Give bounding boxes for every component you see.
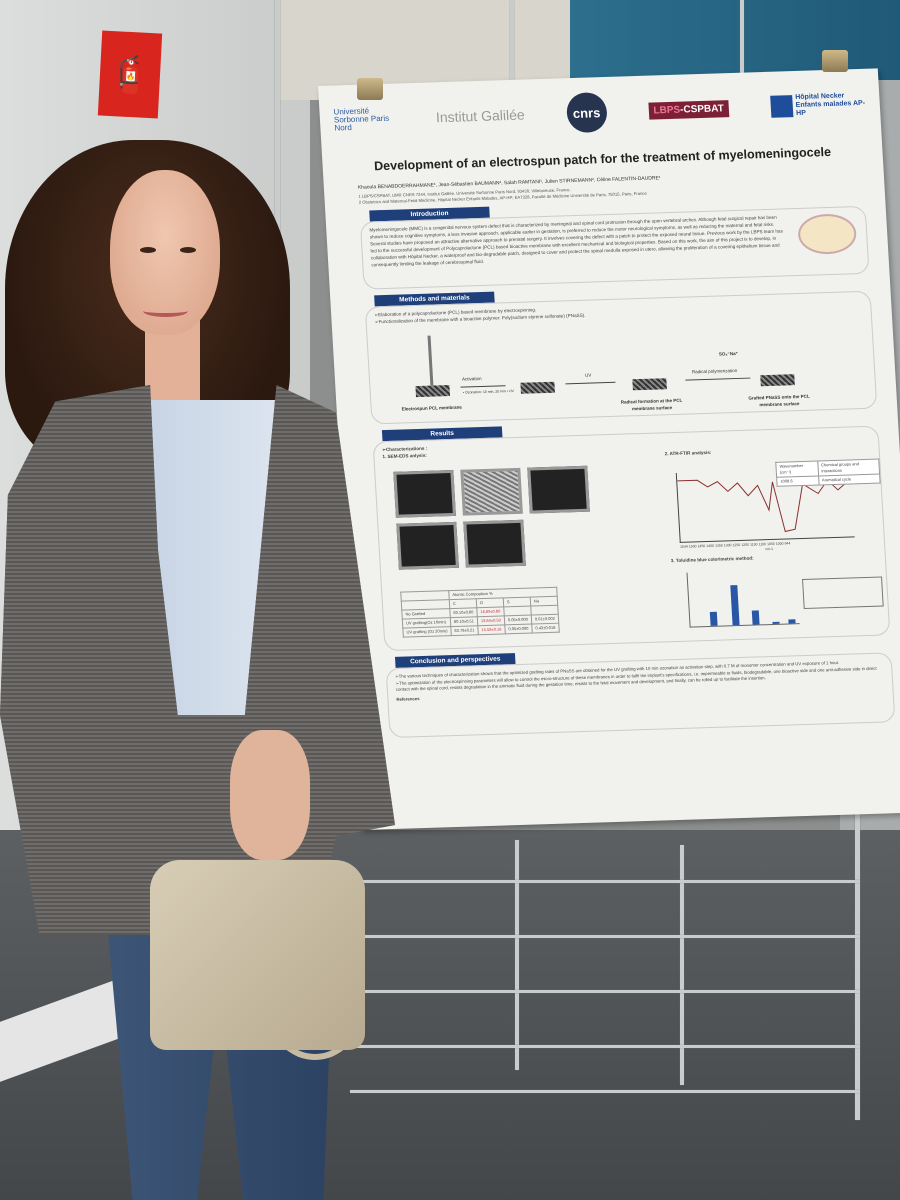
sem-image: [463, 520, 526, 568]
hands: [230, 730, 310, 860]
electrospinning-needle: [427, 335, 434, 386]
logo-galilee: Institut Galilée: [435, 106, 526, 126]
arrow: [460, 385, 506, 388]
membrane-illustration: [632, 378, 667, 391]
result-label: 3. Toluidine blue colorimetric method:: [670, 555, 754, 564]
step-caption: Grafted PNaSS onto the PCL membrane surf…: [748, 393, 810, 408]
grid-rod: [740, 0, 744, 80]
logo-cnrs: cnrs: [565, 91, 608, 134]
cell: Wavenumber (cm⁻¹): [775, 461, 819, 478]
logo-row: Université Sorbonne Paris Nord Institut …: [333, 79, 868, 146]
bar: [709, 611, 718, 627]
reaction-scheme: [802, 576, 884, 610]
ftir-table: Wavenumber (cm⁻¹) Chemical groups and int…: [775, 458, 881, 488]
logo-lbps-a: LBPS: [653, 104, 681, 116]
monomer-formula: SO₃⁻Na⁺: [718, 351, 739, 357]
handbag: [150, 860, 365, 1050]
sem-image: [460, 468, 523, 516]
sem-image: [527, 465, 590, 514]
results-box: ➢Characterizations : 1. SEM-EDS anlysis:…: [372, 425, 891, 652]
introduction-box: Myelomeningocele (MMC) is a congenital n…: [359, 206, 870, 290]
grid-rod: [350, 1045, 860, 1048]
table-cell: 15.59±0.16: [477, 625, 506, 635]
step-sublabel: • Ozonation: 10 min, 20 min • UV: [462, 389, 515, 395]
sem-image: [396, 522, 459, 570]
ftir-curve: [677, 477, 853, 533]
membrane-illustration: [415, 385, 451, 398]
arrow: [685, 377, 751, 381]
bar: [751, 610, 760, 625]
step-caption: Radical formation at the PCL membrane su…: [620, 397, 683, 412]
bar: [788, 619, 796, 624]
introduction-text: Myelomeningocele (MMC) is a congenital n…: [369, 214, 783, 268]
step-label: Radical polymerization: [691, 368, 738, 375]
table-cell: 83.79±0.21: [450, 625, 479, 636]
grid-rod: [350, 935, 860, 938]
grid-rod: [515, 840, 519, 1070]
step-label: Activation: [461, 376, 482, 382]
fetus-illustration: [797, 213, 858, 256]
logo-usp: Université Sorbonne Paris Nord: [333, 106, 390, 133]
membrane-illustration: [760, 374, 795, 387]
logo-lbps-b: -CSPBAT: [679, 102, 725, 116]
grid-rod: [680, 845, 684, 1085]
heart-icon: [770, 95, 794, 118]
grid-rod: [350, 990, 860, 993]
logo-lbps: LBPS-CSPBAT: [647, 99, 730, 120]
grid-rod: [350, 1090, 860, 1093]
ftir-axis: 1544 1500 1450 1400 1350 1300 1250 1200 …: [679, 541, 791, 550]
grid-rod: [510, 0, 514, 100]
logo-necker: Hôpital Necker Enfants malades AP-HP: [770, 92, 866, 118]
step-caption: Electrospun PCL membrane: [401, 404, 462, 412]
grid-rod: [275, 0, 280, 400]
result-label: 2. ATR-FTIR analysis:: [664, 450, 712, 457]
poster: Université Sorbonne Paris Nord Institut …: [318, 68, 900, 831]
conclusion-box: ➢The various techniques of characterizat…: [385, 652, 896, 739]
eye: [140, 247, 156, 253]
table-cell: 0.43±0.016: [531, 623, 560, 634]
fire-extinguisher-icon: 🧯: [97, 30, 163, 119]
composition-table: Atomic Composition % C O S Na No Grafted 83.…: [400, 587, 560, 638]
membrane-illustration: [520, 381, 555, 395]
sem-image: [393, 470, 456, 519]
bar: [772, 622, 780, 625]
logo-necker-text: Hôpital Necker Enfants malades AP-HP: [795, 92, 866, 117]
ftir-spectrum: [675, 467, 855, 544]
smile: [143, 305, 188, 317]
table-cell: 0.05±0.000: [504, 624, 533, 635]
table-cell: UV grafting (Oz 20min): [402, 626, 452, 638]
ftir-unit: cm-1: [765, 547, 774, 552]
cell: 1008.6: [776, 476, 819, 487]
toluidine-bar-chart: [686, 569, 800, 628]
binder-clip: [822, 50, 848, 72]
bar: [730, 585, 740, 626]
binder-clip: [357, 78, 383, 100]
cell: Aromatical cycle: [818, 474, 881, 486]
grid-rod: [350, 880, 860, 883]
arrow: [565, 382, 616, 385]
eye: [180, 247, 196, 253]
step-label: UV: [584, 372, 592, 379]
methods-box: ➢Elaboration of a polycaprolactone (PCL)…: [364, 290, 878, 425]
poster-title: Development of an electrospun patch for …: [373, 144, 832, 174]
